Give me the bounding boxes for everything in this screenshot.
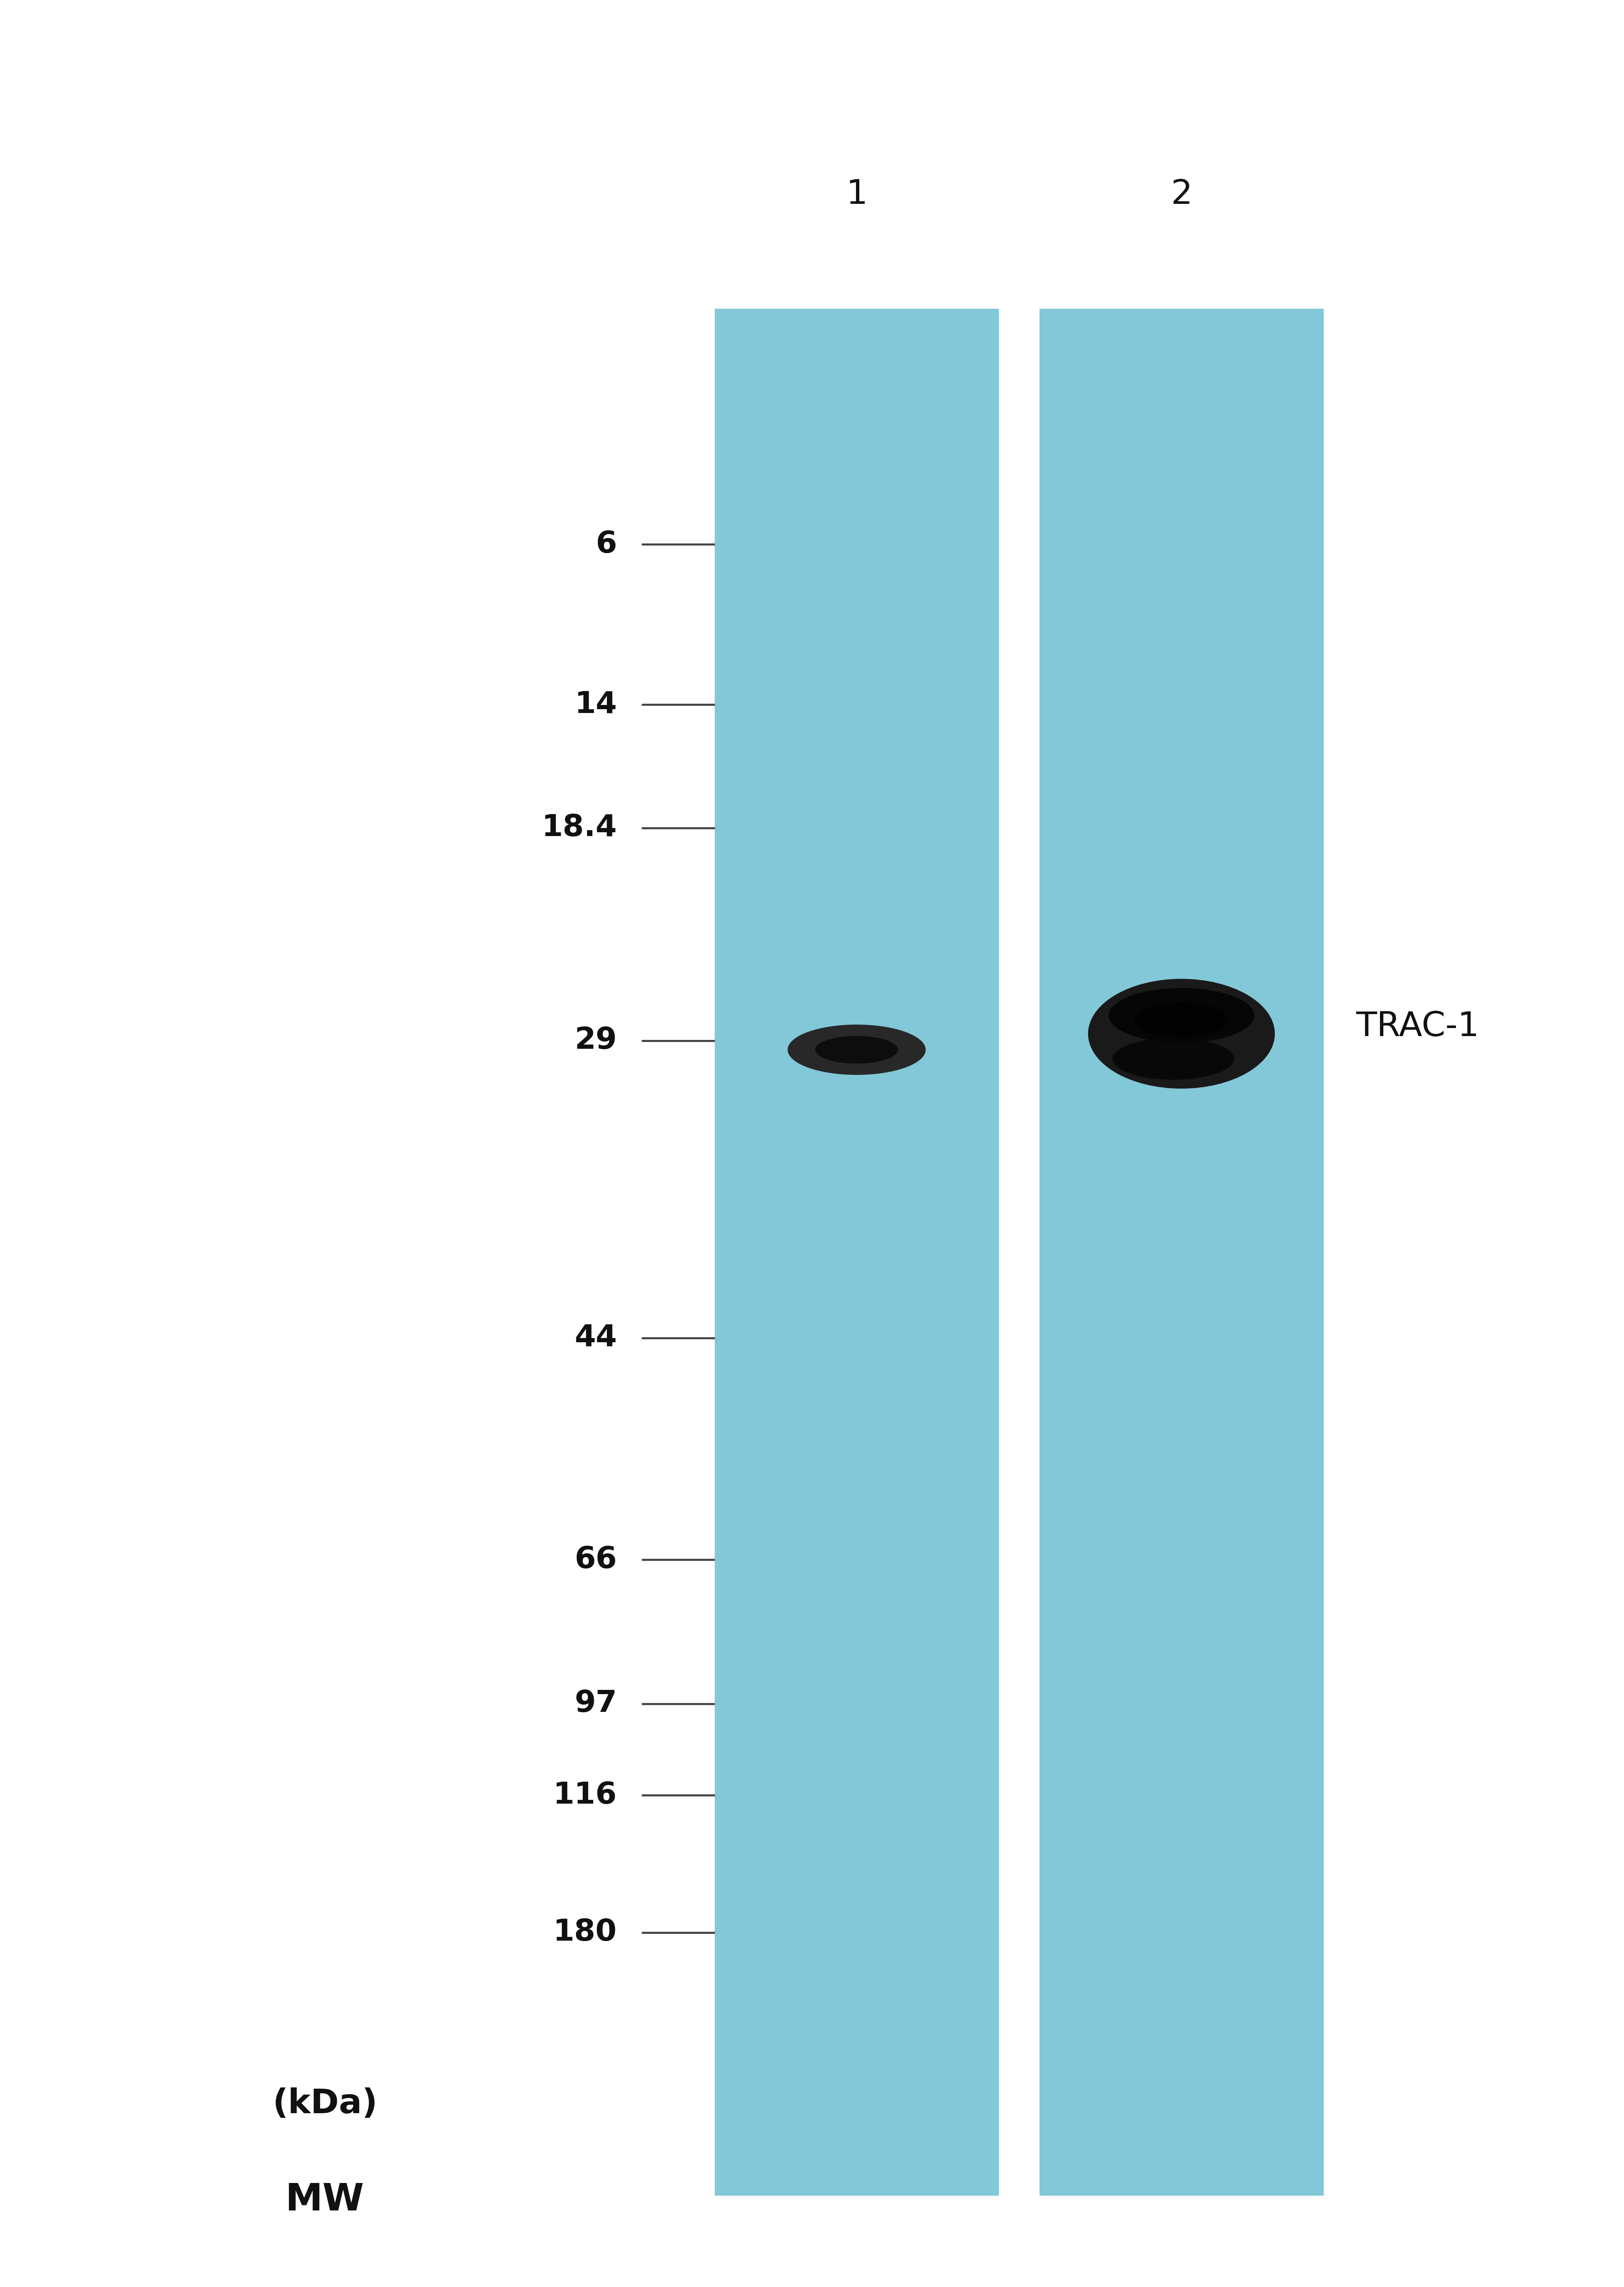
Text: 44: 44 — [575, 1324, 617, 1352]
Text: TRAC-1: TRAC-1 — [1356, 1011, 1479, 1043]
Text: 14: 14 — [575, 691, 617, 718]
Ellipse shape — [1112, 1038, 1234, 1079]
Bar — [999, 309, 1039, 2196]
Text: 6: 6 — [596, 531, 617, 558]
Text: (kDa): (kDa) — [273, 2088, 377, 2120]
Ellipse shape — [815, 1036, 898, 1063]
Bar — [715, 309, 999, 2196]
Text: 97: 97 — [575, 1690, 617, 1718]
Ellipse shape — [1135, 1002, 1228, 1038]
Text: 18.4: 18.4 — [542, 814, 617, 842]
Text: 66: 66 — [575, 1546, 617, 1573]
Text: 180: 180 — [554, 1919, 617, 1946]
Ellipse shape — [1088, 979, 1275, 1089]
Bar — [1039, 309, 1324, 2196]
Text: MW: MW — [286, 2182, 364, 2218]
Text: 29: 29 — [575, 1027, 617, 1054]
Ellipse shape — [788, 1025, 926, 1075]
Text: 116: 116 — [554, 1782, 617, 1809]
Text: 1: 1 — [846, 178, 867, 210]
Ellipse shape — [1109, 988, 1254, 1043]
Text: 2: 2 — [1171, 178, 1192, 210]
